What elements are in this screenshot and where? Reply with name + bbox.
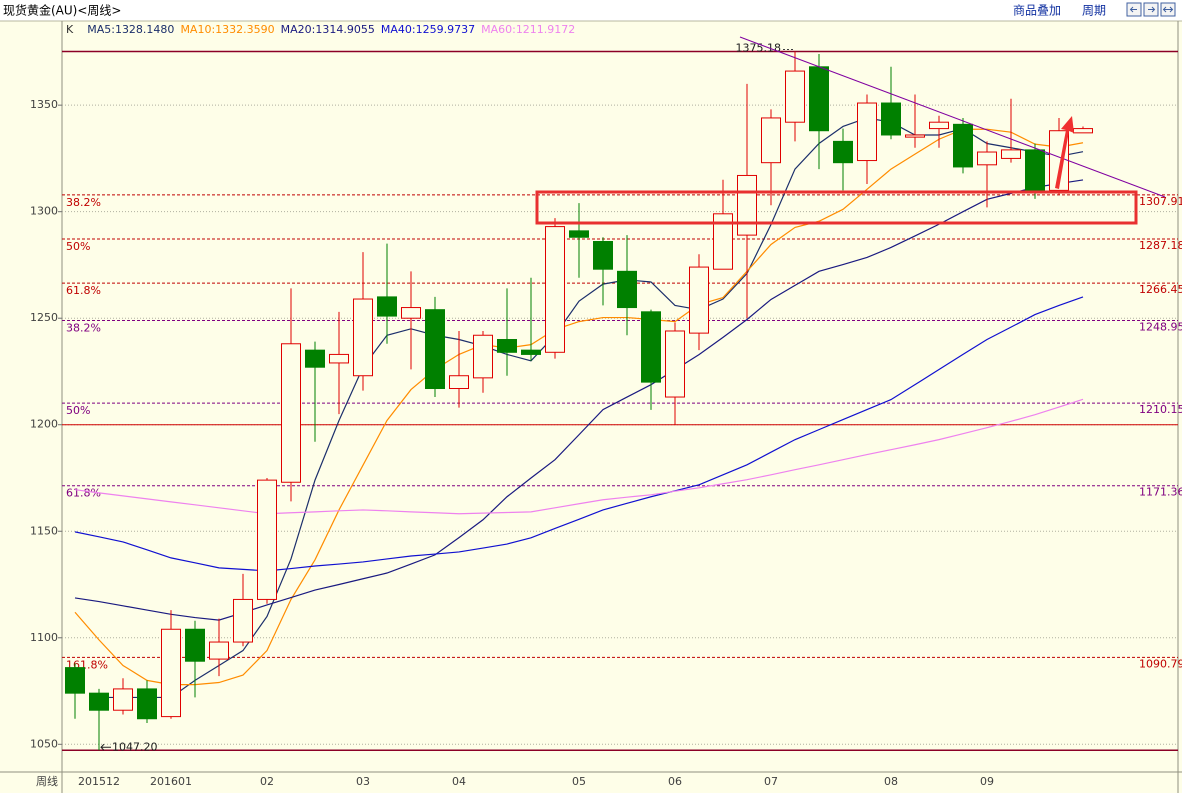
candle-body [785,70,805,123]
ma-line [74,398,1084,515]
candle-body [1073,128,1093,134]
candle-body [977,151,997,166]
title-bar [0,0,1182,21]
legend-entry: MA20:1314.9055 [281,23,375,36]
x-tick-label: 06 [668,775,682,788]
fib-value-label: 1266.45 [1139,283,1182,296]
fib-label: 50% [66,240,90,253]
fib-value-label: 1248.95 [1139,320,1182,333]
candle-body [89,692,109,711]
x-tick-label: 05 [572,775,586,788]
candle-body [449,375,469,390]
chart-title: 现货黄金(AU)<周线> [3,3,121,18]
candle-body [329,353,349,364]
candle-body [233,598,253,643]
toolbar-button[interactable]: 周期 [1082,4,1106,18]
plot-area: 1050 1100 1150 1200 1250 1300 1350 周线 201512 2016… [30,23,1182,788]
candle-body [473,334,493,379]
candle-body [833,140,853,164]
fib-value-label: 1307.91 [1139,195,1182,208]
arrow-glyph [1162,6,1174,13]
candle-body [857,102,877,162]
candle-body [545,226,565,353]
x-tick-label: 04 [452,775,466,788]
x-tick-label: 201512 [78,775,120,788]
fib-label: 38.2% [66,321,101,334]
legend-label: K [66,23,74,36]
candle-body [953,123,973,168]
candle-body [521,349,541,355]
candle-body [425,309,445,390]
fib-value-label: 1090.79 [1139,657,1182,670]
x-tick-label: 08 [884,775,898,788]
candle-body [641,311,661,383]
x-tick-label: 09 [980,775,994,788]
x-axis-label: 周线 [36,774,58,788]
x-tick-label: 07 [764,775,778,788]
candle-body [1025,149,1045,191]
fib-value-label: 1171.36 [1139,486,1182,499]
candle-body [137,688,157,720]
candle-body [929,121,949,130]
candle-body [65,667,85,694]
extreme-label: 1047.20 [112,740,158,753]
candle-body [497,339,517,353]
y-tick-label: 1200 [30,418,58,431]
fib-label: 38.2% [66,196,101,209]
candle-body [593,241,613,270]
candle-body [209,641,229,660]
candle-body [113,688,133,711]
extreme-label: 1375.18 [736,42,782,55]
candle-body [689,266,709,334]
legend-entry: MA60:1211.9172 [481,23,575,36]
up-arrow [1055,116,1074,189]
candle-body [161,628,181,718]
candle-body [281,343,301,483]
highlight-box [535,190,1138,225]
nav-icons [1126,2,1176,17]
legend-entry: MA10:1332.3590 [180,23,274,36]
candle-body [305,349,325,368]
trend-line [739,36,1166,198]
candle-body [401,307,421,319]
candle-body [185,628,205,662]
ma-line [74,296,1084,572]
candle-body [713,213,733,270]
fib-label: 61.8% [66,284,101,297]
x-tick-label: 201601 [150,775,192,788]
y-tick-label: 1150 [30,524,58,537]
legend-entry: MA5:1328.1480 [87,23,174,36]
fib-value-label: 1210.15 [1139,403,1182,416]
candle-body [617,270,637,309]
candle-body [569,230,589,238]
fib-value-label: 1287.18 [1139,239,1182,252]
candle-body [761,117,781,164]
y-tick-label: 1100 [30,631,58,644]
y-tick-label: 1050 [30,737,58,750]
x-tick-label: 02 [260,775,274,788]
fib-label: 50% [66,404,90,417]
y-tick-label: 1250 [30,311,58,324]
candle-body [881,102,901,136]
candle-body [737,174,757,236]
candle-body [905,134,925,138]
candle-body [809,66,829,132]
candle-body [377,296,397,317]
fib-label: 61.8% [66,487,101,500]
candle-body [665,330,685,398]
extreme-arrow [100,743,111,751]
ma-line [74,128,1084,686]
y-tick-label: 1350 [30,98,58,111]
toolbar-button[interactable]: 商品叠加 [1013,3,1061,18]
x-tick-label: 03 [356,775,370,788]
arrow-glyph [1148,6,1156,13]
candle-body [353,298,373,377]
legend-entry: MA40:1259.9737 [381,23,475,36]
y-tick-label: 1300 [30,205,58,218]
candle-body [257,479,277,600]
arrow-glyph [1129,6,1137,13]
candle-body [1001,149,1021,159]
